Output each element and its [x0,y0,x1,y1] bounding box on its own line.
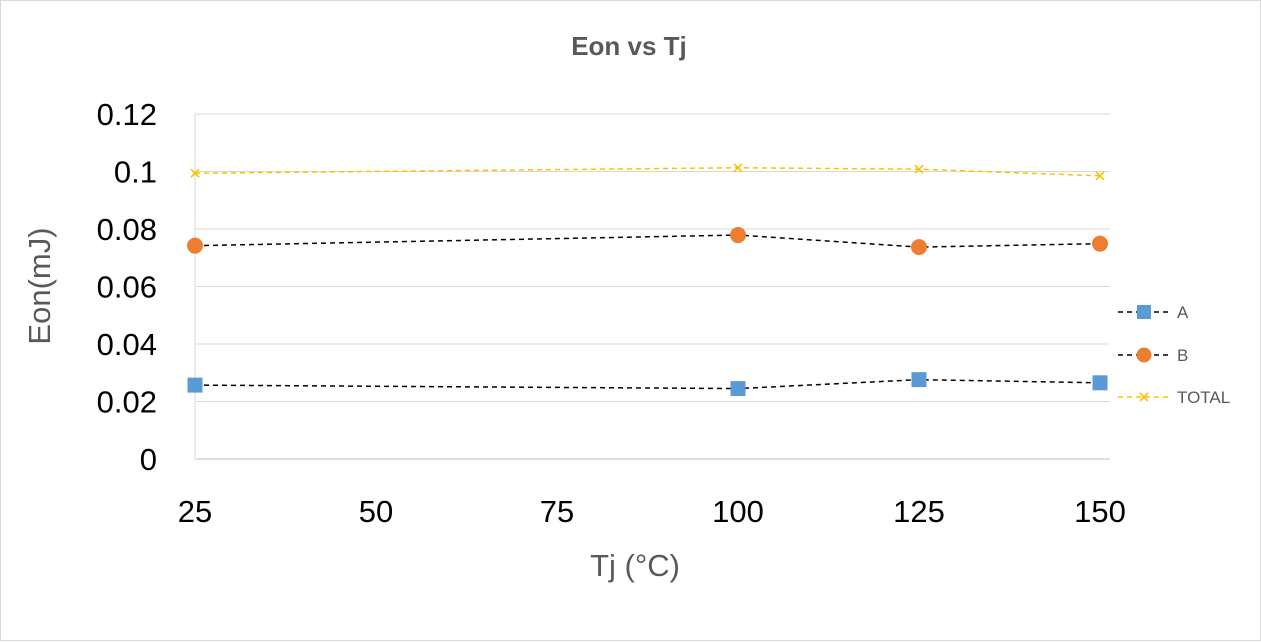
series-line-total [194,167,1101,177]
y-tick-label: 0 [140,442,157,477]
series-point-total [1095,171,1105,181]
x-tick-label: 50 [359,494,393,529]
series-point-b [730,227,746,244]
y-tick-label: 0.12 [97,97,157,132]
legend-marker-a [1137,305,1151,319]
y-tick-label: 0.08 [97,212,157,247]
x-tick-label: 100 [712,494,764,529]
series-point-a [187,377,203,393]
legend-item-total: TOTAL [1118,388,1230,407]
series-point-total [733,163,743,173]
series-point-a [730,381,746,397]
legend-item-a: A [1118,303,1189,322]
x-tick-label: 150 [1074,494,1126,529]
y-tick-label: 0.1 [114,155,157,190]
legend-marker-b [1136,347,1152,363]
series-point-a [911,372,927,388]
legend-label-total: TOTAL [1177,388,1230,407]
series-plot-area [187,163,1108,397]
y-axis-title: Eon(mJ) [22,227,57,344]
y-tick-label: 0.04 [97,327,157,362]
series-point-a [1092,375,1108,391]
chart-title: Eon vs Tj [571,31,687,61]
x-tick-label: 75 [540,494,574,529]
y-tick-label: 0.06 [97,270,157,305]
series-point-b [187,237,203,254]
legend-label-a: A [1177,303,1189,322]
series-point-b [1092,235,1108,252]
series-point-total [914,164,924,174]
x-tick-label: 25 [178,494,212,529]
legend-marker-total [1139,392,1149,402]
legend-item-b: B [1118,346,1188,365]
series-point-b [911,239,927,256]
legend: A B TOTAL [1118,303,1230,407]
y-axis-ticks: 0 0.02 0.04 0.06 0.08 0.1 0.12 [97,97,157,477]
series-line-a [194,378,1101,390]
x-axis-title: Tj (°C) [590,548,680,583]
x-axis-ticks: 25 50 75 100 125 150 [178,494,1126,529]
legend-label-b: B [1177,346,1188,365]
y-tick-label: 0.02 [97,385,157,420]
series-line-b [194,234,1101,248]
gridlines [194,113,1110,460]
x-tick-label: 125 [893,494,945,529]
series-point-total [190,168,200,178]
